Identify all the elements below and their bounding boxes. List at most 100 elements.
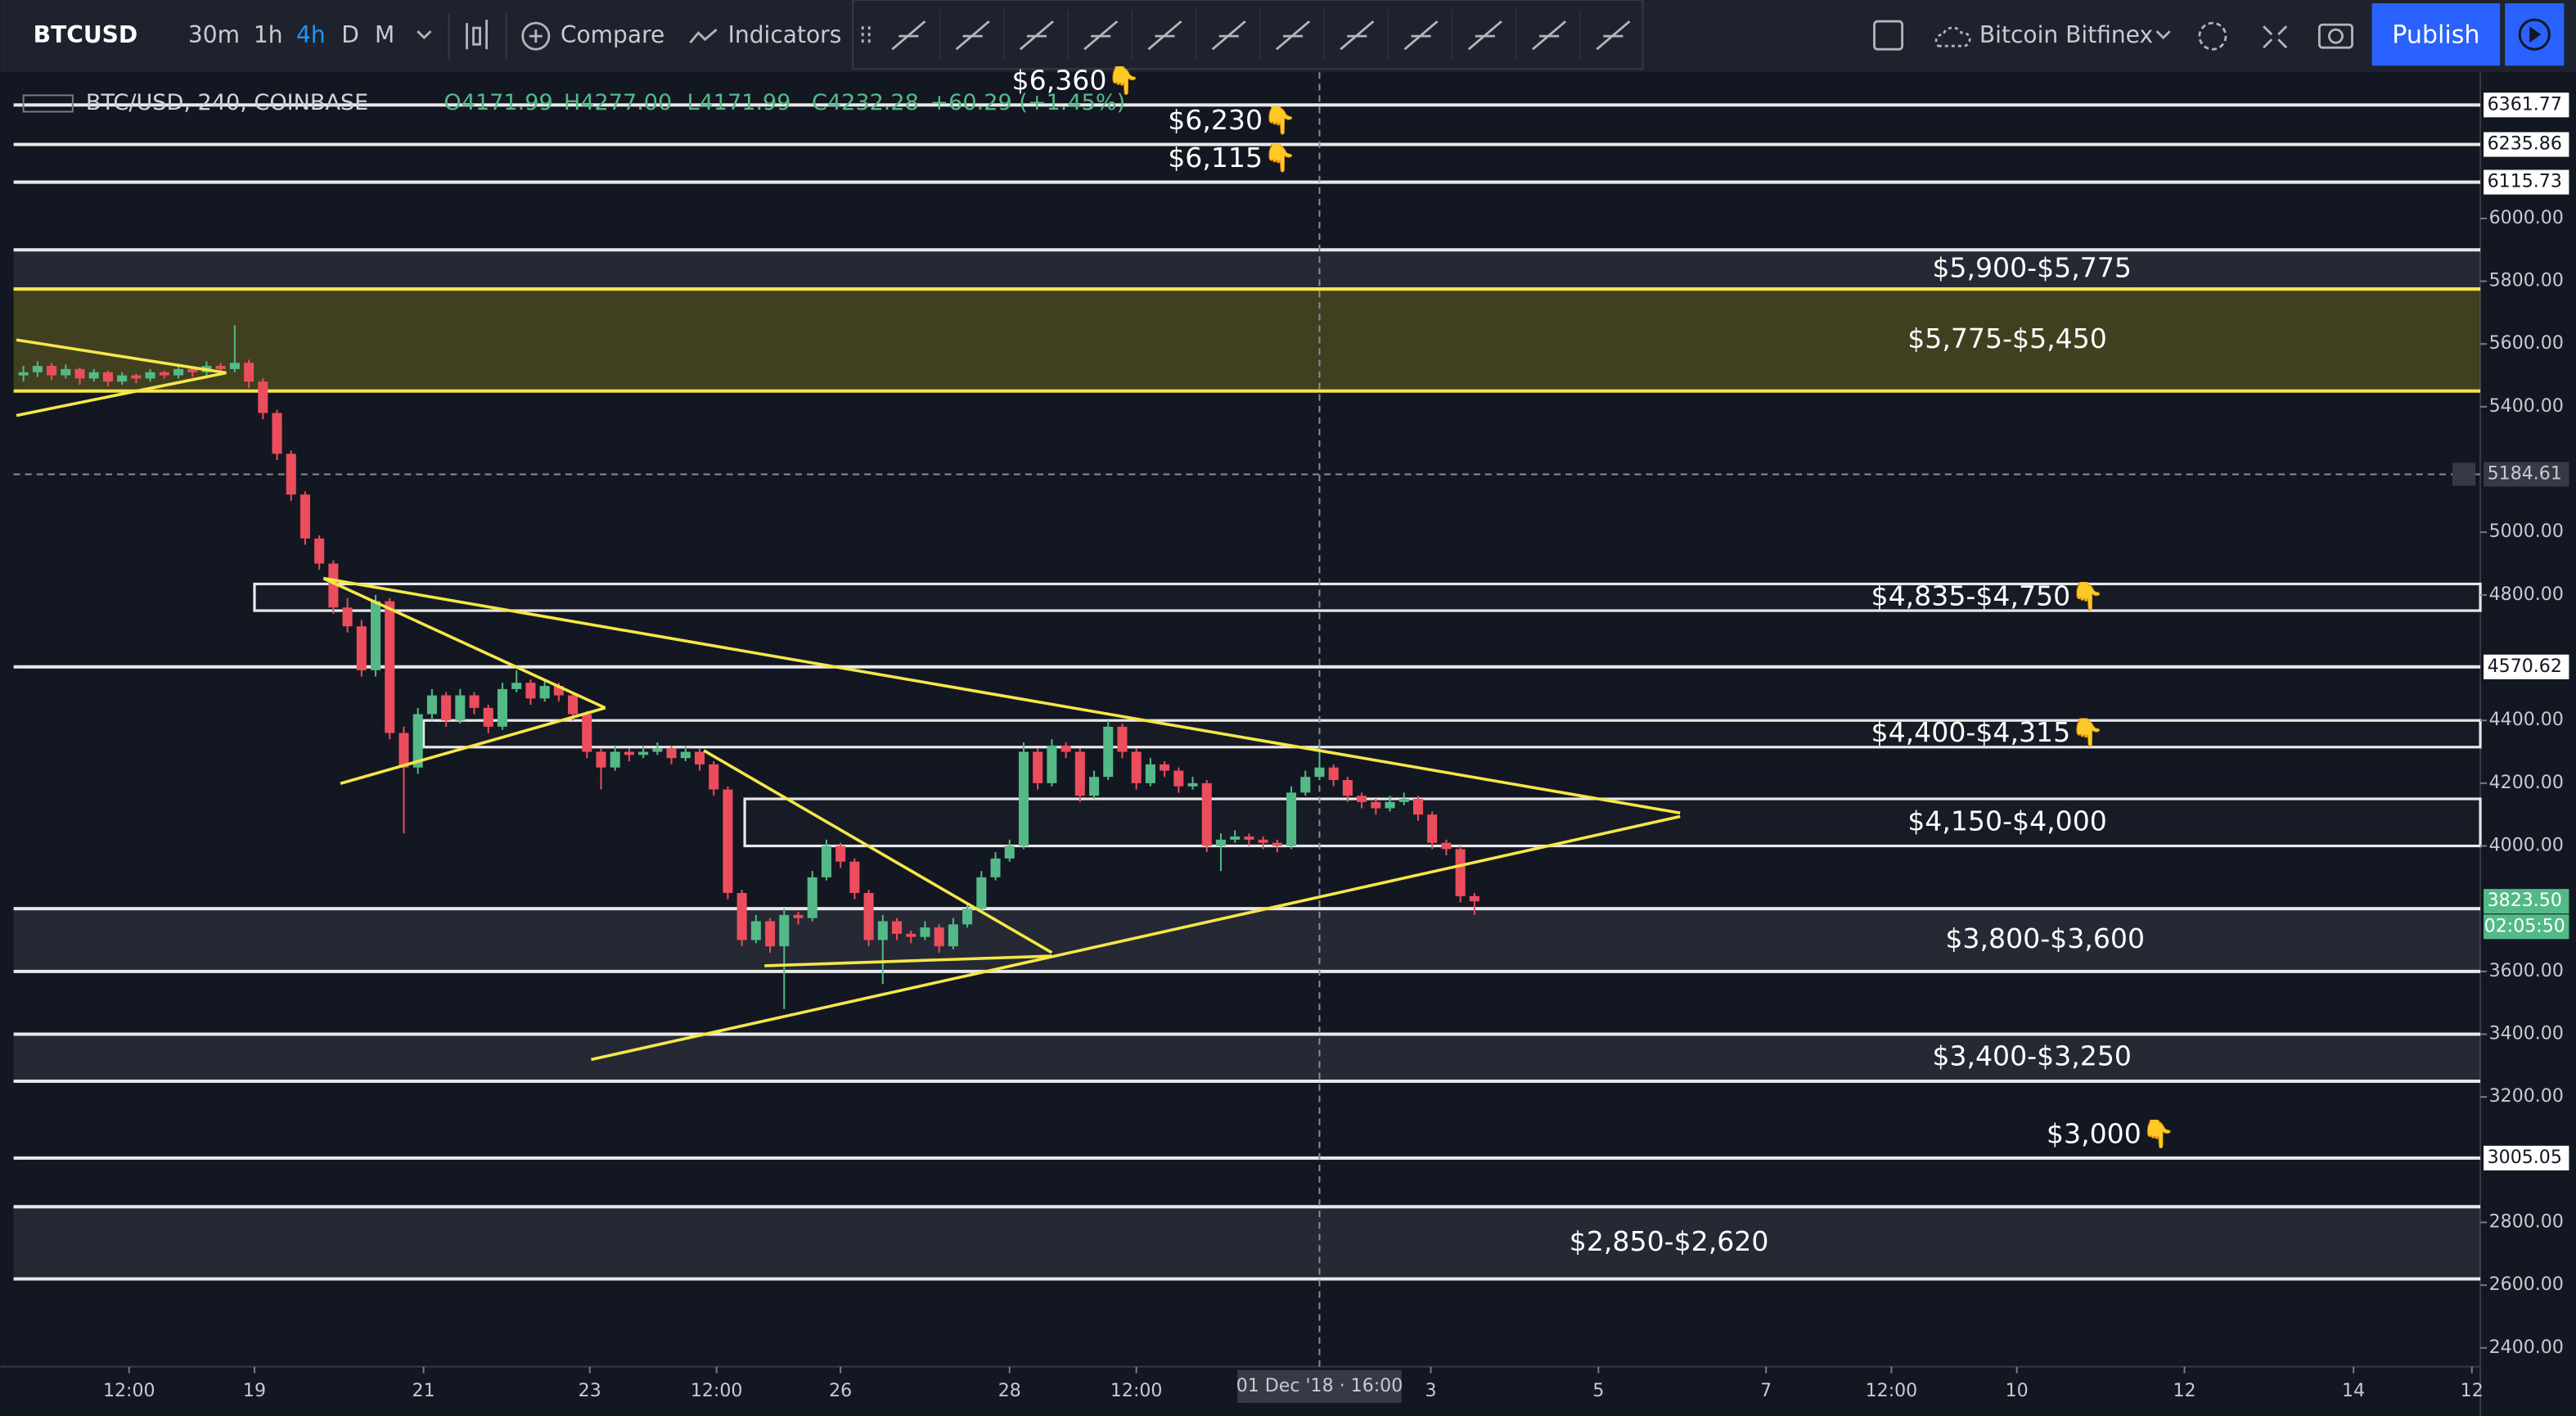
price-label-box xyxy=(2484,92,2569,118)
settings-icon[interactable] xyxy=(2198,21,2227,51)
candle-body xyxy=(1441,842,1452,850)
zone-label: $3,800-$3,600 xyxy=(1945,922,2145,954)
exchange[interactable]: Bitcoin Bitfinex xyxy=(1979,21,2153,48)
snapshot-icon xyxy=(2328,28,2344,44)
candle-body xyxy=(1300,777,1311,793)
candle-body xyxy=(750,921,761,940)
cloud-icon xyxy=(1934,26,1971,47)
price-label-box xyxy=(2484,889,2569,914)
trendline xyxy=(703,749,1053,954)
level-label: $6,115👇 xyxy=(1168,142,1296,174)
y-tick-label: 4200.00 xyxy=(2489,773,2564,793)
candle-body xyxy=(1244,837,1254,840)
countdown: 02:05:50 xyxy=(2484,916,2565,936)
drawing-tool[interactable] xyxy=(891,20,926,51)
candle-body xyxy=(1145,764,1155,783)
x-tick-label: 28 xyxy=(998,1381,1021,1401)
drawing-tool[interactable] xyxy=(1083,20,1119,51)
compare-icon[interactable] xyxy=(521,21,551,51)
candle-body xyxy=(610,751,620,768)
candle-body xyxy=(694,751,705,764)
candle-body xyxy=(1033,751,1043,783)
interval[interactable]: M xyxy=(375,21,394,48)
interval-dropdown[interactable] xyxy=(417,30,432,40)
candle-body xyxy=(1160,764,1170,771)
zone xyxy=(253,582,2482,612)
y-tick-label: 2600.00 xyxy=(2489,1274,2564,1295)
candle-body xyxy=(244,363,254,382)
exchange-dropdown[interactable] xyxy=(2155,30,2171,40)
candle-body xyxy=(61,368,71,376)
indicators-button[interactable]: Indicators xyxy=(728,21,842,48)
interval[interactable]: D xyxy=(341,21,359,48)
zone xyxy=(13,250,2481,290)
drawing-tool[interactable] xyxy=(1147,20,1182,51)
x-tick-label: 3 xyxy=(1425,1381,1436,1401)
candle-body xyxy=(568,695,579,715)
drawing-tool[interactable] xyxy=(1596,20,1631,51)
legend-value: L4171.99 xyxy=(687,90,790,115)
candle-body xyxy=(680,751,691,759)
compare-icon xyxy=(529,29,543,43)
candle-body xyxy=(990,858,1001,877)
y-tick-label: 5000.00 xyxy=(2489,521,2564,542)
interval[interactable]: 1h xyxy=(254,21,283,48)
candle-body xyxy=(736,893,747,940)
candle-body xyxy=(976,877,987,909)
snapshot-icon[interactable] xyxy=(2317,23,2353,49)
drawing-tool[interactable] xyxy=(1532,20,1567,51)
drawing-tool[interactable] xyxy=(955,20,990,51)
price-label: 6361.77 xyxy=(2488,94,2562,115)
y-tick-label: 4000.00 xyxy=(2489,836,2564,856)
candle-body xyxy=(553,686,564,696)
drawing-tool[interactable] xyxy=(1211,20,1246,51)
candle-body xyxy=(314,538,325,564)
candle-body xyxy=(1215,839,1227,846)
interval[interactable]: 4h xyxy=(296,21,326,48)
zone xyxy=(13,1034,2481,1081)
candle-body xyxy=(469,695,480,708)
crosshair-plus xyxy=(2452,462,2476,486)
candle-body xyxy=(117,375,128,382)
legend-value: O4171.99 xyxy=(444,90,552,115)
drawing-tool[interactable] xyxy=(1276,20,1311,51)
x-tick-label: 26 xyxy=(829,1381,852,1401)
candle-body xyxy=(962,909,973,925)
candle-body xyxy=(1131,751,1142,783)
x-tick-label: 21 xyxy=(412,1381,435,1401)
fullscreen-icon[interactable] xyxy=(2263,25,2288,49)
drawing-tool[interactable] xyxy=(1403,20,1439,51)
zone-label: $4,835-$4,750👇 xyxy=(1871,579,2105,612)
candle-body xyxy=(1230,837,1241,840)
legend-value: C4232.28 xyxy=(812,90,919,115)
candle-body xyxy=(709,764,719,790)
drawing-tool[interactable] xyxy=(1340,20,1375,51)
layout-icon[interactable] xyxy=(1873,20,1904,51)
x-tick-label: 7 xyxy=(1760,1381,1772,1401)
drawing-tool[interactable] xyxy=(1019,20,1054,51)
candle-body xyxy=(596,751,606,768)
candle-body xyxy=(286,453,296,495)
trendline xyxy=(322,576,606,710)
y-tick-label: 4400.00 xyxy=(2489,710,2564,730)
publish-label: Publish xyxy=(2392,21,2479,50)
compare-button[interactable]: Compare xyxy=(561,21,664,48)
candle-body xyxy=(88,372,99,379)
symbol[interactable]: BTCUSD xyxy=(34,21,138,48)
drawing-tool[interactable] xyxy=(1467,20,1502,51)
chart-style-icon[interactable] xyxy=(466,20,489,50)
interval[interactable]: 30m xyxy=(188,21,240,48)
candle-body xyxy=(1018,751,1029,846)
publish-button[interactable] xyxy=(2371,3,2501,66)
candle-body xyxy=(1258,839,1268,843)
x-tick-label: 12:00 xyxy=(1866,1381,1918,1401)
price-label: 6235.86 xyxy=(2488,134,2562,155)
candle-body xyxy=(455,695,466,721)
candle-body xyxy=(32,366,43,372)
legend-value: H4277.00 xyxy=(564,90,672,115)
crosshair-time-box xyxy=(1237,1369,1402,1403)
candle-body xyxy=(1385,801,1395,809)
y-tick-label: 3600.00 xyxy=(2489,961,2564,981)
price-label: 3005.05 xyxy=(2488,1148,2562,1168)
candle-body xyxy=(497,688,508,727)
